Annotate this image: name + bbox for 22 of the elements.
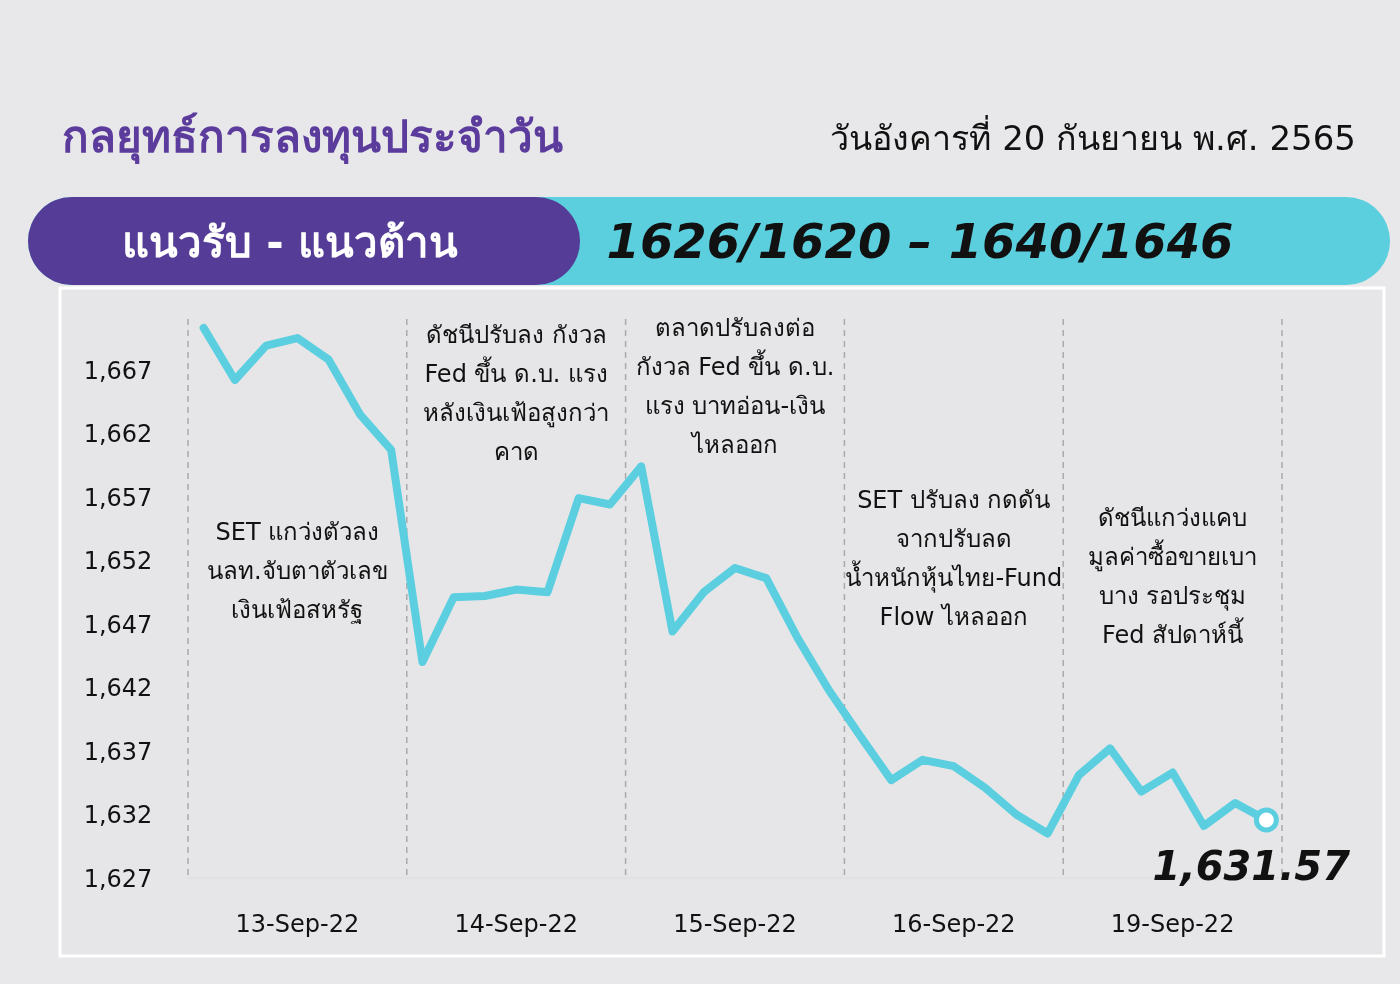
annotation: ดัชนีแกว่งแคบ มูลค่าซื้อขายเบา บาง รอประชุม Fed สัปดาห์นี้	[1088, 504, 1258, 650]
ytick: 1,667	[83, 356, 153, 385]
ytick: 1,657	[83, 483, 153, 512]
ytick: 1,647	[83, 610, 153, 639]
ytick: 1,662	[83, 420, 153, 449]
title: กลยุทธ์การลงทุนประจำวัน	[62, 111, 563, 162]
annotation: SET ปรับลง กดดัน จากปรับลด น้ำหนักหุ้นไทย-Fund Flow ไหลออก	[845, 486, 1063, 632]
annotation: SET แกว่งตัวลง นลท.จับตาตัวเลข เงินเฟ้อสหรัฐ	[207, 518, 388, 625]
ytick: 1,652	[83, 547, 153, 576]
xtick: 14-Sep-22	[454, 910, 578, 938]
xtick: 15-Sep-22	[673, 910, 797, 938]
annotation: แนวรับ - แนวต้าน	[121, 218, 459, 267]
ytick: 1,637	[83, 737, 153, 766]
xtick: 13-Sep-22	[235, 910, 360, 938]
annotation: 1626/1620 – 1640/1646	[606, 213, 1234, 269]
xtick: 16-Sep-22	[892, 910, 1016, 938]
annotation: ตลาดปรับลงต่อ กังวล Fed ขึ้น ด.บ. แรง บาทอ่อน-เงิน ไหลออก	[635, 314, 835, 460]
xtick: 19-Sep-22	[1110, 910, 1235, 938]
ytick: 1,627	[83, 865, 153, 893]
annotation: ดัชนีปรับลง กังวล Fed ขึ้น ด.บ. แรง หลังเงินเฟ้อสูงกว่า คาด	[423, 321, 610, 467]
ytick: 1,642	[83, 674, 153, 703]
ytick: 1,632	[83, 801, 153, 830]
